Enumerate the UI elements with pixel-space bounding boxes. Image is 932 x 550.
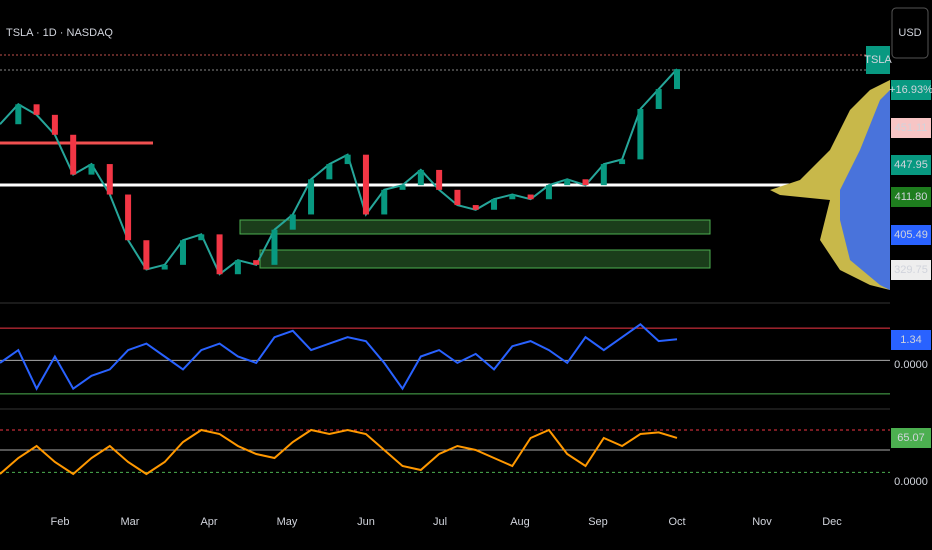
candle [399,185,406,190]
candle [381,189,388,215]
price-tag: 405.49 [894,229,928,241]
price-tag-bg [891,187,931,207]
price-tag-bg [891,225,931,245]
candle [271,229,278,265]
osc-tag-bg [891,428,931,448]
candle [344,154,351,165]
candle [472,205,479,210]
candle [674,69,680,90]
time-label: Nov [752,516,772,528]
time-label: Jul [433,516,447,528]
price-tag: 329.75 [894,264,928,276]
candle [179,240,186,265]
zone [239,219,711,235]
candle [143,240,150,270]
time-label: Oct [668,516,685,528]
time-label: Aug [510,516,530,528]
candle [234,260,241,275]
osc-tag: 0.0000 [894,476,928,488]
candle [362,154,369,215]
osc-tag: 0.0000 [894,359,928,371]
candle [70,134,77,175]
candle [527,194,534,200]
candle [33,104,40,115]
series-line [0,68,678,276]
time-label: Sep [588,516,608,528]
osc-tag: 65.07 [897,432,925,444]
price-tag-bg [891,80,931,100]
candle [289,214,296,230]
time-label: Dec [822,516,842,528]
time-label: Jun [357,516,375,528]
candle [51,114,58,135]
candle [454,189,461,206]
zone [259,249,711,269]
ticker-tag-bg [866,46,890,74]
time-label: Apr [200,516,217,528]
currency-button[interactable] [891,7,929,59]
candle [88,164,95,175]
time-label: May [277,516,298,528]
time-label: Mar [121,516,140,528]
osc-tag: 1.34 [900,334,921,346]
candle [106,164,113,195]
volume-profile [840,90,890,290]
candle [619,159,626,165]
candle [509,194,516,200]
candle [582,179,589,186]
candle [564,179,571,186]
time-label: Feb [51,516,70,528]
candle [308,179,315,215]
candle [125,194,132,241]
currency[interactable]: USD [898,27,921,39]
candle [198,234,205,241]
candle [253,260,260,265]
series-line [0,428,678,476]
candle [436,169,443,190]
series-line [0,323,678,391]
candle [417,169,424,186]
symbol: TSLA · 1D · NASDAQ [6,27,113,39]
candle [216,234,223,275]
candle [655,89,662,109]
candle [600,164,607,186]
price-tag: 411.80 [895,191,928,203]
candle [161,264,168,270]
osc-tag-bg [891,330,931,350]
candle [15,104,22,125]
candle [491,199,498,210]
price-tag: 451.11 [895,122,928,134]
price-tag: 447.95 [894,159,928,171]
ticker-tag: TSLA [864,54,892,66]
candle [326,164,333,180]
candle [545,185,552,200]
price-tag-bg [891,155,931,175]
price-tag-bg [891,118,931,138]
price-tag-bg [891,260,931,280]
candle [637,108,644,160]
price-tag: +16.93% [889,84,932,96]
